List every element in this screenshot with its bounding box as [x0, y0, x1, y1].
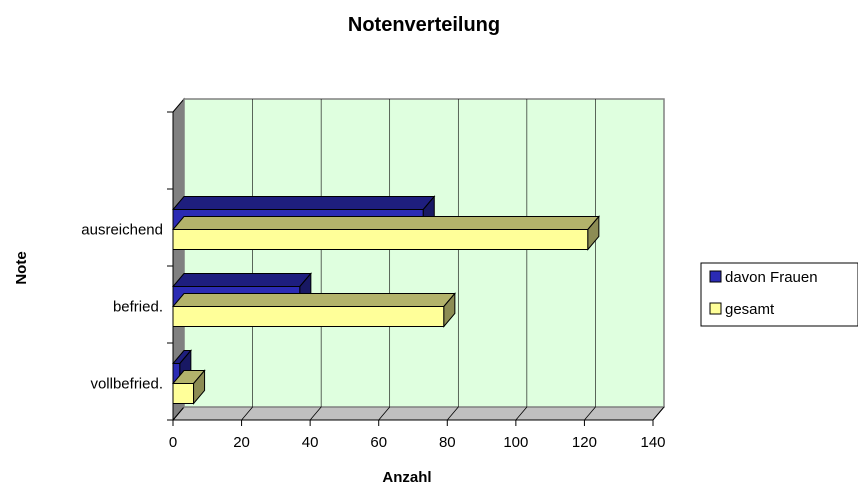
- plot-back-wall: [183, 98, 665, 408]
- bar-gesamt-befried: [171, 292, 456, 328]
- bar-top-face: [171, 196, 436, 210]
- bar-side-face: [443, 292, 456, 328]
- legend-swatch-davon-frauen: [709, 270, 722, 283]
- y-tick-label: ausreichend: [81, 222, 163, 239]
- bar-front-face: [172, 306, 445, 327]
- legend-box: [700, 262, 858, 327]
- bar-gesamt-vollbefried: [171, 369, 206, 405]
- floor-gridline: [446, 406, 459, 421]
- x-axis-title: Anzahl: [382, 469, 431, 486]
- chart-title: Notenverteilung: [348, 14, 500, 36]
- floor-gridline: [515, 406, 528, 421]
- bar-front-face: [172, 229, 589, 250]
- legend-swatch-gesamt: [709, 302, 722, 315]
- x-tick-label: 40: [302, 434, 319, 451]
- bar-gesamt-ausreichend: [171, 215, 600, 251]
- bar-side-face: [587, 215, 600, 251]
- x-tick-label: 60: [370, 434, 387, 451]
- bar-top-face: [171, 216, 600, 230]
- bars: [171, 195, 600, 405]
- floor-gridline: [584, 406, 596, 421]
- x-tick-label: 100: [503, 434, 528, 451]
- bar-side-face: [193, 369, 206, 405]
- gridlines: [241, 99, 665, 421]
- y-axis: vollbefried. befried. ausreichend: [81, 111, 174, 421]
- bar-front-face: [172, 383, 195, 404]
- bar-top-face: [171, 273, 312, 287]
- floor-gridline: [309, 406, 322, 421]
- bar-top-face: [171, 293, 456, 307]
- x-tick-label: 20: [233, 434, 250, 451]
- x-tick-label: 140: [640, 434, 665, 451]
- y-axis-title: Note: [13, 251, 30, 284]
- x-tick-label: 0: [169, 434, 177, 451]
- y-tick-label: vollbefried.: [90, 376, 163, 393]
- y-tick-label: befried.: [113, 299, 163, 316]
- floor-gridline: [652, 406, 665, 421]
- x-axis: 0 20 40 60 80 100 120 140: [169, 420, 666, 451]
- x-tick-label: 80: [439, 434, 456, 451]
- floor-gridline: [241, 406, 253, 421]
- legend: davon Frauen gesamt: [700, 262, 858, 327]
- legend-label-gesamt: gesamt: [725, 301, 775, 318]
- x-tick-label: 120: [572, 434, 597, 451]
- floor-gridline: [378, 406, 391, 421]
- legend-label-davon-frauen: davon Frauen: [725, 269, 818, 286]
